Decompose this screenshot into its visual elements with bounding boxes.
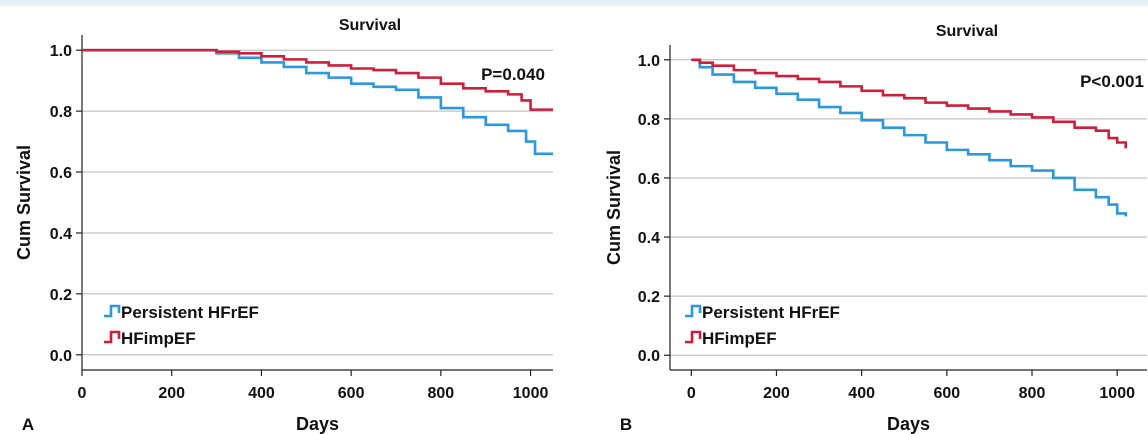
legend-swatch <box>104 330 121 344</box>
x-axis-label: Days <box>296 414 339 434</box>
x-tick-label: 600 <box>338 385 365 402</box>
x-tick-label: 800 <box>428 385 455 402</box>
survival-curve-persistent-hfref <box>82 48 553 156</box>
x-tick-label: 0 <box>687 385 696 402</box>
y-tick-label: 0.0 <box>638 348 660 365</box>
y-tick-label: 0.4 <box>50 226 72 243</box>
y-tick-label: 0.2 <box>50 287 72 304</box>
y-tick-label: 1.0 <box>50 43 72 60</box>
y-tick-label: 1.0 <box>638 53 660 70</box>
survival-chart-a: Survival 0.0 0.2 0.4 0.6 0.8 1.0 0 200 400 600 800 1… <box>14 17 553 434</box>
p-value-annotation: P=0.040 <box>481 65 545 84</box>
chart-title: Survival <box>339 17 401 34</box>
y-tick-label: 0.2 <box>638 289 660 306</box>
survival-curve-persistent-hfref <box>691 58 1128 217</box>
survival-chart-b: Survival 0.0 0.2 0.4 0.6 0.8 1.0 0 200 400 600 800 1… <box>604 23 1147 434</box>
legend-swatch <box>685 304 702 318</box>
x-tick-label: 600 <box>933 385 960 402</box>
panel-label: A <box>22 415 34 434</box>
top-strip <box>0 0 1148 6</box>
y-tick-label: 0.6 <box>638 171 660 188</box>
x-tick-label: 1000 <box>513 385 549 402</box>
x-tick-label: 0 <box>78 385 87 402</box>
legend-swatch <box>104 304 121 318</box>
survival-curve-hfimpef <box>691 58 1128 149</box>
panel-label: B <box>620 415 632 434</box>
y-tick-label: 0.6 <box>50 165 72 182</box>
p-value-annotation: P<0.001 <box>1080 72 1144 91</box>
y-tick-label: 0.8 <box>638 112 660 129</box>
legend-label: HFimpEF <box>121 329 196 348</box>
x-tick-label: 400 <box>848 385 875 402</box>
legend-label: Persistent HFrEF <box>702 303 840 322</box>
x-tick-label: 1000 <box>1099 385 1135 402</box>
x-axis-label: Days <box>887 414 930 434</box>
x-tick-label: 200 <box>763 385 790 402</box>
y-tick-label: 0.8 <box>50 104 72 121</box>
legend-label: Persistent HFrEF <box>121 303 259 322</box>
survival-curve-hfimpef <box>82 48 553 111</box>
x-tick-label: 400 <box>248 385 275 402</box>
legend-swatch <box>685 330 702 344</box>
y-tick-label: 0.4 <box>638 230 660 247</box>
legend-label: HFimpEF <box>702 329 777 348</box>
chart-title: Survival <box>936 23 998 40</box>
y-axis-label: Cum Survival <box>604 150 624 265</box>
y-tick-label: 0.0 <box>50 348 72 365</box>
x-tick-label: 200 <box>158 385 185 402</box>
y-axis-label: Cum Survival <box>14 145 34 260</box>
x-tick-label: 800 <box>1019 385 1046 402</box>
